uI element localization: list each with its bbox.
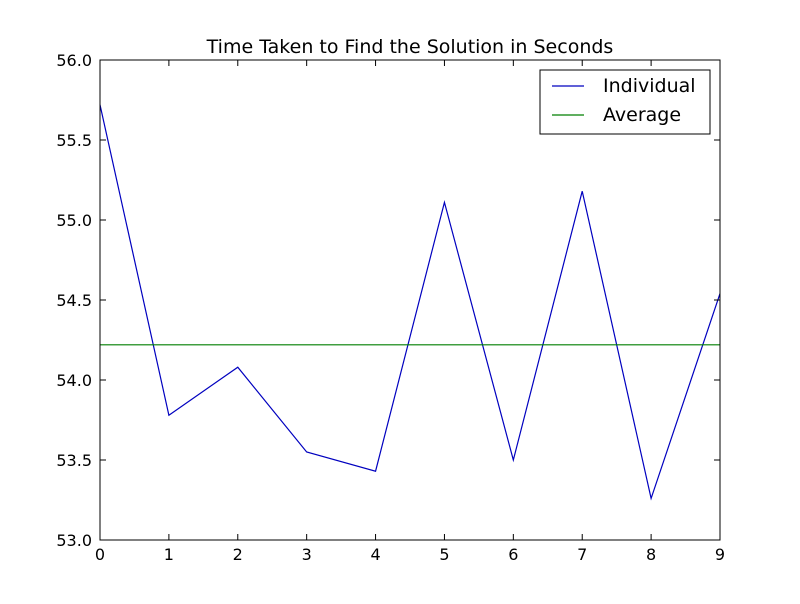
x-tick-label: 4 (370, 545, 380, 564)
x-tick-label: 6 (508, 545, 518, 564)
ticks-layer: 0 1 2 3 4 5 6 7 8 9 53.0 53.5 54.0 54.5 55.0 55.5 56.0 (56, 51, 725, 564)
legend-label-individual: Individual (603, 75, 696, 97)
y-tick-label: 54.0 (56, 371, 92, 390)
series-layer (99, 104, 721, 501)
chart-title: Time Taken to Find the Solution in Secon… (206, 36, 614, 58)
x-tick-label: 7 (577, 545, 587, 564)
x-tick-label: 0 (95, 545, 105, 564)
y-tick-label: 53.5 (56, 451, 92, 470)
x-tick-label: 5 (439, 545, 449, 564)
legend-label-average: Average (603, 104, 681, 126)
y-tick-label: 55.0 (56, 211, 92, 230)
plot-frame (99, 59, 721, 541)
x-tick-label: 2 (233, 545, 243, 564)
legend: Individual Average (539, 69, 711, 135)
y-tick-label: 54.5 (56, 291, 92, 310)
x-tick-label: 9 (715, 545, 725, 564)
y-tick-label: 53.0 (56, 531, 92, 550)
x-tick-label: 1 (164, 545, 174, 564)
x-tick-label: 3 (302, 545, 312, 564)
x-tick-label: 8 (646, 545, 656, 564)
y-tick-label: 55.5 (56, 131, 92, 150)
legend-box (539, 69, 711, 135)
y-tick-label: 56.0 (56, 51, 92, 70)
